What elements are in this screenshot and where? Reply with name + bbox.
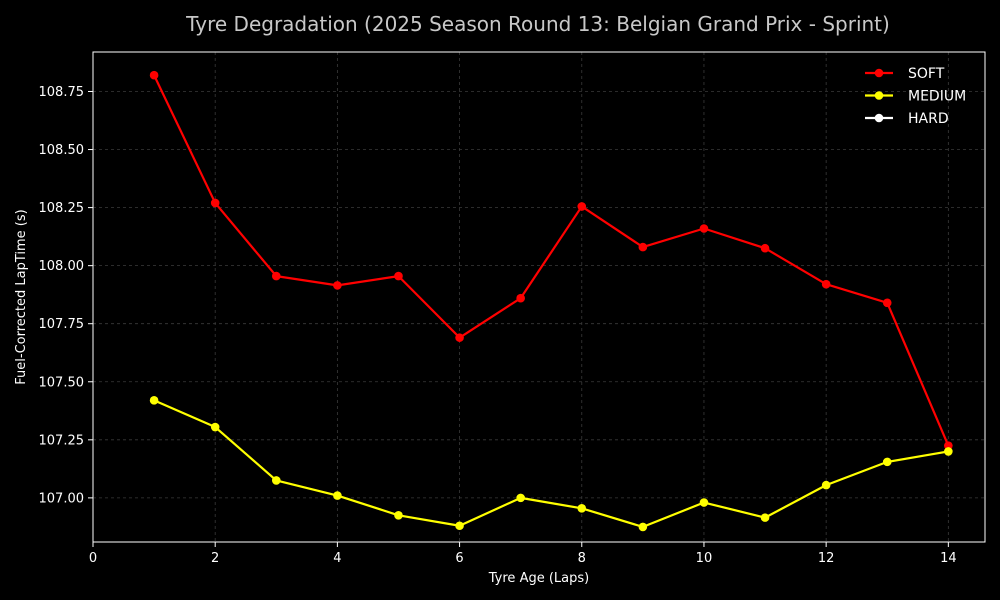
data-point-medium <box>882 457 892 467</box>
series-line-medium <box>153 399 949 529</box>
data-point-medium <box>271 476 281 485</box>
series-lines <box>149 70 953 532</box>
data-point-soft <box>577 202 587 211</box>
x-tick-label: 6 <box>455 551 463 566</box>
legend-swatch-marker-medium <box>874 91 884 100</box>
data-point-soft <box>210 198 220 208</box>
y-tick-label: 108.25 <box>39 201 85 216</box>
x-tick-label: 10 <box>696 551 713 566</box>
x-tick-label: 14 <box>940 551 957 566</box>
x-axis-label: Tyre Age (Laps) <box>488 571 589 586</box>
data-point-soft <box>882 298 892 308</box>
series-line-soft <box>153 74 950 447</box>
data-point-medium <box>944 447 953 456</box>
data-point-soft <box>821 279 831 289</box>
y-tick-label: 107.00 <box>39 491 85 506</box>
data-point-soft <box>394 271 403 281</box>
data-point-medium <box>210 422 220 432</box>
legend-swatch-marker-soft <box>874 68 884 78</box>
data-point-soft <box>699 224 709 233</box>
data-point-soft <box>455 333 464 342</box>
axis-ticks: 0 2 4 6 8 10 12 14 107.00 107.25 107.50 107.75 108.0… <box>39 85 957 566</box>
y-tick-label: 107.25 <box>39 433 85 448</box>
legend-label-soft: SOFT <box>908 66 945 82</box>
plot-area-frame <box>92 51 986 543</box>
data-point-medium <box>760 513 770 522</box>
data-point-medium <box>333 491 342 500</box>
data-point-soft <box>638 242 648 252</box>
x-tick-label: 4 <box>333 551 341 566</box>
legend: SOFT MEDIUM HARD <box>865 66 966 127</box>
x-tick-label: 12 <box>818 551 835 566</box>
data-point-medium <box>821 480 831 490</box>
y-tick-label: 108.75 <box>39 85 85 100</box>
legend-label-medium: MEDIUM <box>908 89 966 105</box>
grid-lines <box>93 52 985 542</box>
data-point-soft <box>333 281 342 290</box>
data-point-medium <box>577 504 587 513</box>
y-tick-label: 108.50 <box>39 143 85 158</box>
y-tick-label: 107.50 <box>39 375 85 390</box>
chart-title: Tyre Degradation (2025 Season Round 13: … <box>185 12 890 36</box>
legend-swatch-marker-hard <box>874 113 884 123</box>
y-axis-label: Fuel-Corrected LapTime (s) <box>14 209 29 384</box>
data-point-medium <box>149 396 159 405</box>
x-tick-label: 2 <box>211 551 219 566</box>
data-point-medium <box>455 521 464 531</box>
data-point-medium <box>638 522 648 532</box>
y-tick-label: 107.75 <box>39 317 85 332</box>
y-tick-label: 108.00 <box>39 259 85 274</box>
data-point-medium <box>516 493 525 503</box>
data-point-medium <box>394 510 403 520</box>
data-point-medium <box>699 498 709 507</box>
data-point-soft <box>149 70 159 80</box>
legend-label-hard: HARD <box>908 111 949 127</box>
x-tick-label: 8 <box>578 551 586 566</box>
data-point-soft <box>271 271 281 281</box>
x-tick-label: 0 <box>89 551 97 566</box>
data-point-soft <box>760 243 770 253</box>
data-point-soft <box>516 293 525 303</box>
